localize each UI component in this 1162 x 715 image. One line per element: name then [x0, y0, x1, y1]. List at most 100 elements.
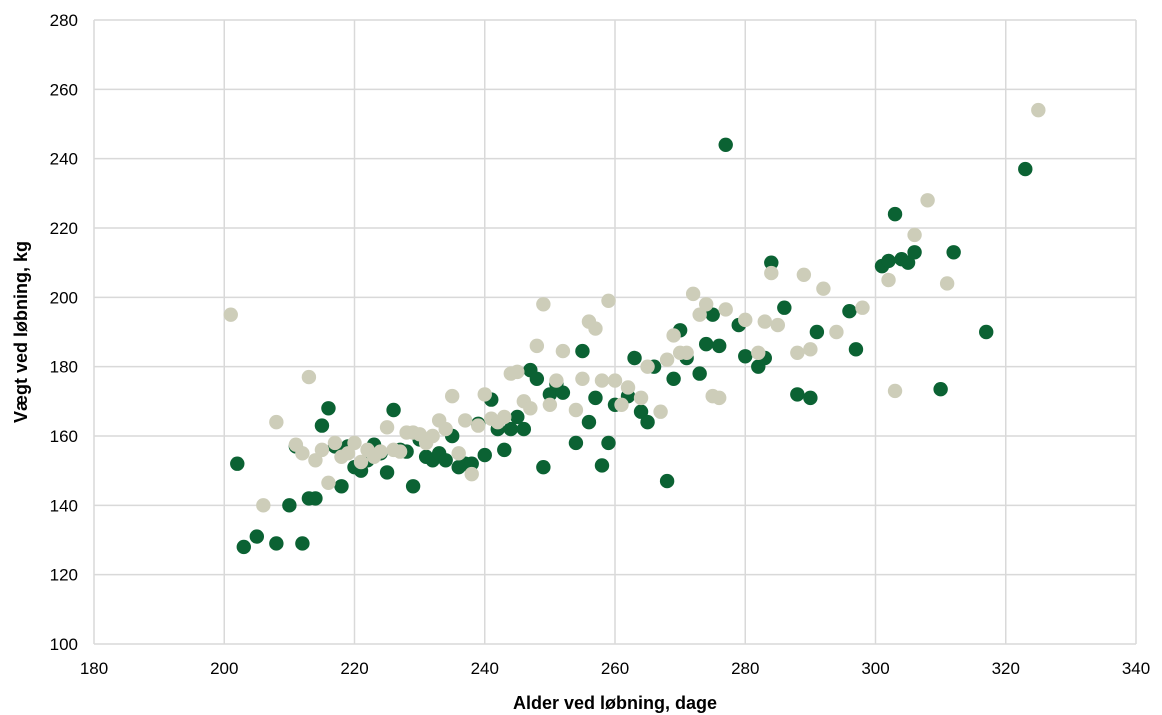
data-point-series-2 — [269, 414, 284, 430]
data-point-series-1 — [601, 435, 616, 451]
data-point-series-2 — [594, 373, 610, 388]
data-point-series-2 — [920, 193, 935, 208]
data-point-series-2 — [458, 413, 473, 428]
data-point-series-2 — [757, 314, 772, 329]
data-point-series-1 — [555, 385, 571, 400]
data-point-series-2 — [301, 369, 317, 385]
data-point-series-2 — [692, 307, 707, 322]
data-point-series-2 — [340, 446, 356, 461]
data-point-series-1 — [594, 458, 610, 473]
data-point-series-1 — [510, 409, 525, 425]
data-point-series-1 — [503, 421, 518, 437]
y-tick-label: 120 — [50, 566, 78, 585]
data-point-series-1 — [692, 366, 707, 381]
data-point-series-2 — [770, 317, 786, 333]
data-point-series-1 — [659, 473, 675, 489]
y-tick-label: 180 — [50, 358, 78, 377]
y-tick-label: 240 — [50, 150, 78, 169]
data-point-series-1 — [282, 498, 297, 513]
data-point-series-2 — [347, 435, 362, 451]
data-point-series-1 — [269, 536, 284, 551]
data-point-series-2 — [477, 387, 492, 402]
data-point-series-1 — [842, 304, 857, 319]
y-tick-label: 220 — [50, 219, 78, 238]
x-tick-label: 180 — [80, 659, 108, 678]
data-point-series-1 — [777, 300, 792, 315]
data-point-series-1 — [790, 387, 805, 402]
data-point-series-2 — [523, 401, 538, 416]
data-point-series-2 — [653, 404, 668, 419]
data-point-series-1 — [588, 390, 603, 406]
data-point-series-2 — [712, 390, 727, 406]
data-point-series-2 — [510, 364, 525, 380]
data-point-series-2 — [685, 286, 701, 302]
data-point-series-2 — [887, 383, 903, 399]
data-point-series-1 — [497, 442, 512, 458]
data-point-series-2 — [790, 345, 805, 360]
y-tick-label: 280 — [50, 11, 78, 30]
data-point-series-1 — [236, 539, 251, 555]
data-point-series-2 — [738, 312, 753, 328]
data-point-series-1 — [887, 206, 903, 222]
data-point-series-2 — [373, 444, 388, 459]
data-point-series-1 — [633, 404, 649, 419]
data-point-series-1 — [712, 338, 727, 354]
data-point-series-2 — [575, 371, 590, 386]
data-point-series-1 — [477, 447, 492, 463]
data-point-series-2 — [620, 380, 636, 395]
data-point-series-2 — [607, 373, 623, 388]
data-point-series-1 — [249, 529, 265, 544]
data-point-series-2 — [601, 293, 616, 308]
x-tick-label: 340 — [1122, 659, 1150, 678]
data-point-series-2 — [679, 345, 694, 360]
data-point-series-1 — [464, 456, 479, 471]
data-point-series-2 — [327, 435, 343, 451]
data-point-series-1 — [536, 460, 551, 475]
x-tick-label: 300 — [861, 659, 889, 678]
x-tick-label: 260 — [601, 659, 629, 678]
data-point-series-2 — [438, 421, 453, 437]
data-point-series-2 — [829, 324, 844, 340]
x-tick-label: 200 — [210, 659, 238, 678]
data-point-series-1 — [718, 137, 733, 152]
data-point-series-1 — [379, 465, 395, 480]
data-point-series-2 — [256, 498, 271, 513]
data-point-series-2 — [698, 297, 714, 312]
y-tick-label: 260 — [50, 80, 78, 99]
data-point-series-2 — [353, 454, 369, 470]
data-point-series-2 — [379, 420, 395, 435]
data-point-series-1 — [803, 390, 818, 406]
data-point-series-2 — [464, 466, 479, 482]
data-point-series-1 — [542, 387, 558, 402]
data-point-series-1 — [907, 245, 922, 260]
x-tick-label: 320 — [992, 659, 1020, 678]
data-point-series-1 — [738, 349, 753, 364]
data-point-series-1 — [764, 255, 779, 270]
data-point-series-1 — [386, 402, 401, 418]
data-point-series-2 — [764, 265, 779, 281]
data-point-series-1 — [321, 401, 336, 416]
data-point-series-2 — [295, 446, 310, 461]
y-axis-title: Vægt ved løbning, kg — [11, 241, 31, 423]
data-point-series-1 — [230, 456, 245, 471]
x-tick-label: 240 — [471, 659, 499, 678]
data-point-series-2 — [392, 444, 408, 459]
data-point-series-2 — [816, 281, 831, 296]
data-point-series-1 — [698, 336, 714, 352]
data-point-series-2 — [444, 388, 460, 404]
data-point-series-1 — [516, 421, 532, 437]
x-tick-label: 280 — [731, 659, 759, 678]
data-point-series-1 — [848, 342, 864, 357]
data-point-series-1 — [627, 350, 642, 366]
data-point-series-2 — [451, 446, 466, 461]
data-point-series-1 — [933, 382, 948, 397]
data-point-series-1 — [900, 255, 916, 270]
data-point-series-2 — [321, 475, 336, 490]
data-point-series-1 — [529, 371, 545, 386]
data-point-series-2 — [881, 272, 896, 288]
data-point-series-1 — [979, 324, 994, 340]
data-point-series-2 — [718, 302, 733, 317]
data-point-series-2 — [314, 442, 330, 458]
data-point-series-1 — [666, 371, 681, 386]
